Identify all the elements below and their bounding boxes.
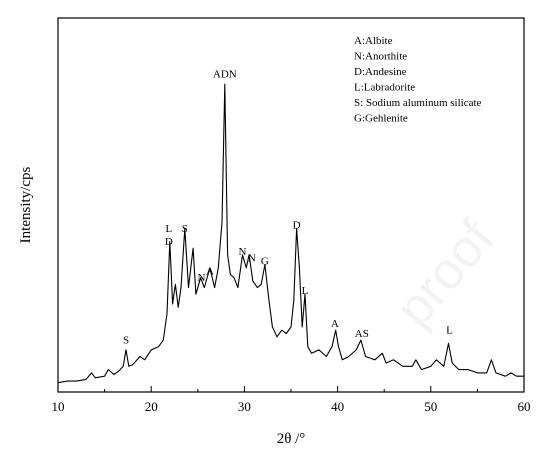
peak-label-l: L bbox=[446, 325, 453, 337]
peak-label-l: L bbox=[166, 223, 173, 235]
peak-label-d: D bbox=[165, 236, 173, 248]
peak-label-l: L bbox=[302, 285, 309, 297]
x-axis-tick-labels: 10 20 30 40 50 60 bbox=[52, 399, 531, 414]
legend-entry: N:Anorthite bbox=[354, 51, 407, 63]
x-tick-label: 40 bbox=[331, 399, 344, 414]
peak-label-s: S bbox=[182, 223, 188, 235]
journal-pre-proof-watermark: proof bbox=[385, 209, 506, 337]
peak-label-n: N bbox=[248, 252, 256, 264]
peak-label-adn: ADN bbox=[213, 69, 237, 81]
x-axis-title: 2θ /° bbox=[277, 431, 306, 447]
peak-label-as: AS bbox=[355, 328, 369, 340]
peak-label-n: N bbox=[239, 246, 247, 258]
x-tick-label: 10 bbox=[52, 399, 65, 414]
phase-legend: A:Albite N:Anorthite D:Andesine L:Labradori… bbox=[354, 35, 482, 125]
xrd-intensity-line bbox=[57, 83, 524, 384]
peak-label-n: N bbox=[198, 272, 206, 284]
legend-entry: S: Sodium aluminum silicate bbox=[354, 97, 482, 109]
peak-label-a: A bbox=[331, 318, 339, 330]
legend-entry: D:Andesine bbox=[354, 66, 407, 78]
y-axis-title: Intensity/cps bbox=[18, 167, 34, 244]
legend-entry: A:Albite bbox=[354, 35, 393, 47]
legend-entry: G:Gehlenite bbox=[354, 113, 408, 125]
x-tick-label: 60 bbox=[518, 399, 531, 414]
x-axis-ticks bbox=[57, 386, 525, 392]
legend-entry: L:Labradorite bbox=[354, 82, 415, 94]
x-tick-label: 50 bbox=[424, 399, 437, 414]
peak-label-s: S bbox=[123, 334, 129, 346]
peak-label-a: A bbox=[206, 265, 214, 277]
x-tick-label: 30 bbox=[238, 399, 251, 414]
x-tick-label: 20 bbox=[145, 399, 158, 414]
peak-label-d: D bbox=[293, 220, 301, 232]
peak-label-g: G bbox=[261, 256, 269, 268]
